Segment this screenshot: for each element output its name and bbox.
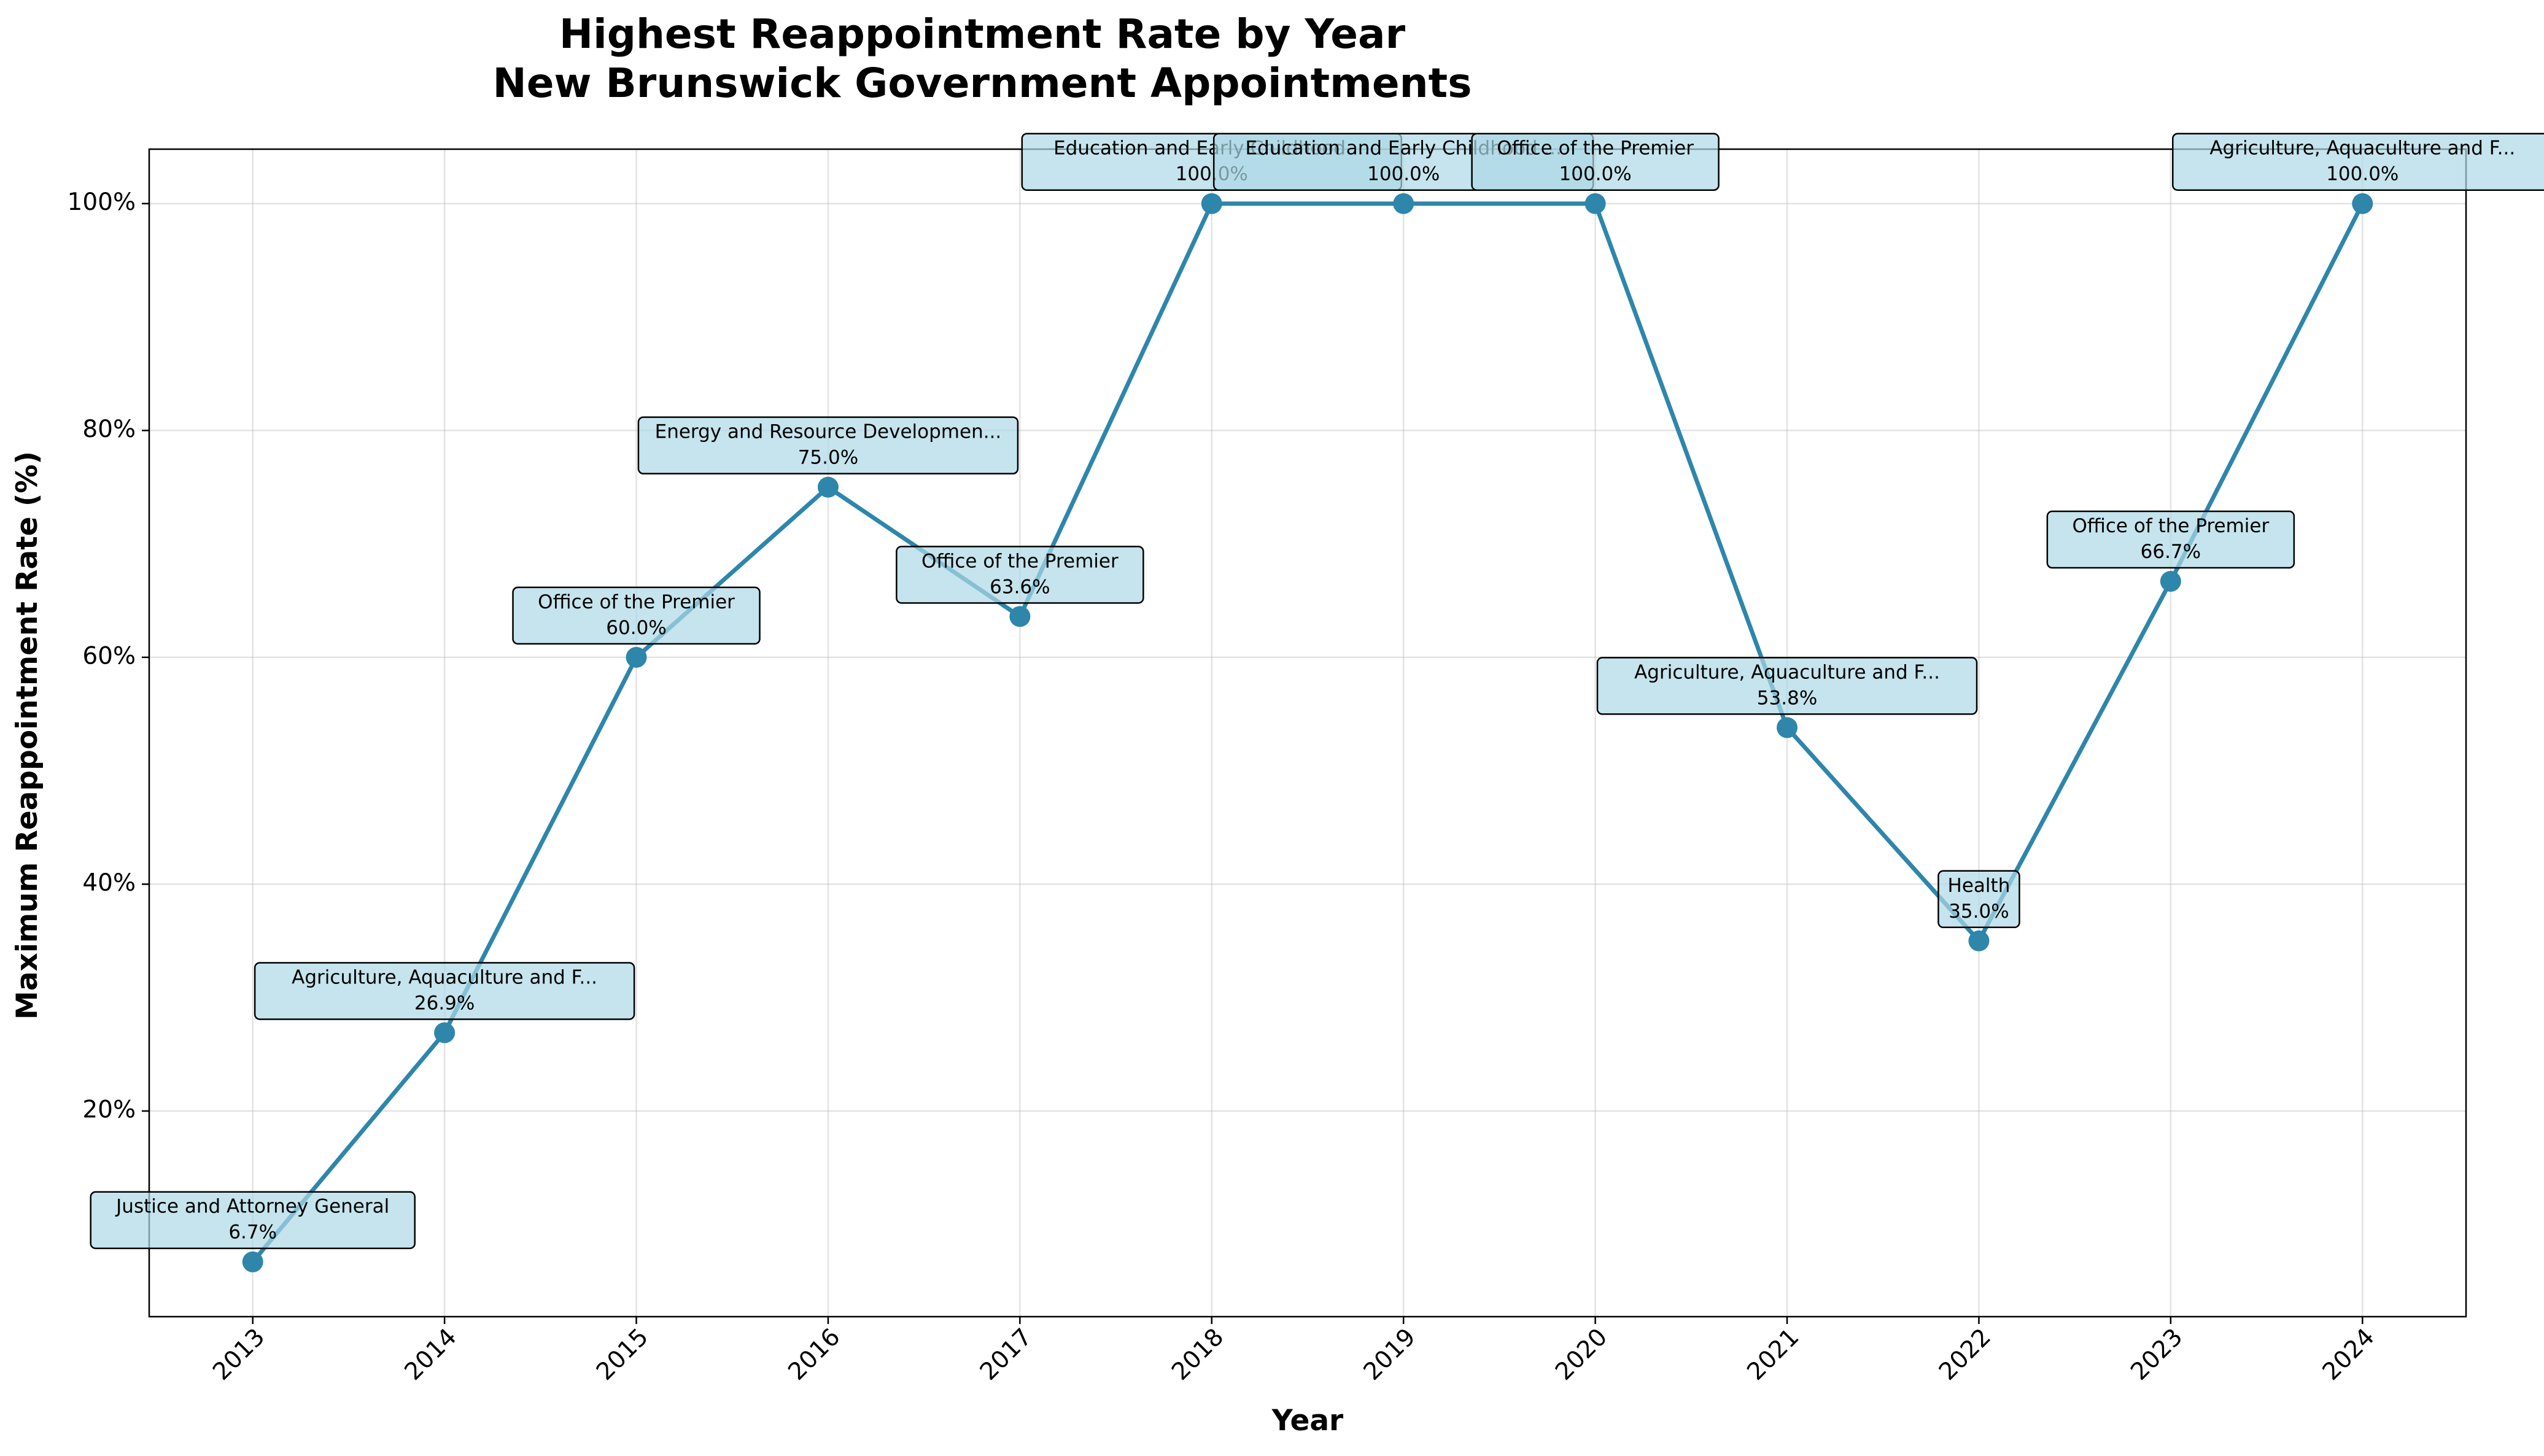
annotation-organization: Agriculture, Aquaculture and F... [292, 966, 597, 988]
data-point [626, 646, 647, 668]
annotation-organization: Agriculture, Aquaculture and F... [1634, 661, 1940, 683]
data-point [1393, 193, 1414, 214]
point-annotation: Office of the Premier 66.7% [2046, 510, 2295, 569]
annotation-value: 26.9% [414, 992, 475, 1014]
data-point [434, 1022, 456, 1044]
y-tick-label: 80% [82, 416, 136, 443]
annotation-box [2046, 510, 2295, 569]
annotation-box [637, 416, 1019, 474]
data-point [1201, 193, 1222, 214]
chart-title-line-2: New Brunswick Government Appointments [493, 60, 1472, 107]
point-annotation: Agriculture, Aquaculture and F... 26.9% [254, 962, 635, 1020]
annotation-box [512, 586, 761, 645]
data-point [2160, 571, 2181, 592]
x-axis-label: Year [1271, 1404, 1344, 1438]
annotation-box [90, 1191, 416, 1249]
annotation-value: 75.0% [798, 447, 858, 469]
annotation-value: 53.8% [1757, 687, 1817, 709]
annotation-value: 60.0% [606, 617, 666, 639]
point-annotation: Office of the Premier 60.0% [512, 586, 761, 645]
annotation-box [896, 546, 1144, 604]
y-tick-label: 60% [82, 642, 136, 670]
data-point [1009, 606, 1031, 627]
annotations: Justice and Attorney General 6.7% Agricult… [90, 133, 2544, 1249]
annotation-value: 100.0% [2326, 163, 2399, 185]
point-annotation: Health 35.0% [1937, 870, 2020, 929]
point-annotation: Office of the Premier 100.0% [1471, 133, 1720, 191]
annotation-organization: Agriculture, Aquaculture and F... [2209, 137, 2515, 160]
annotation-box [1937, 870, 2020, 929]
point-annotation: Energy and Resource Developmen... 75.0% [637, 416, 1019, 474]
annotation-organization: Office of the Premier [538, 591, 735, 613]
annotation-box [1471, 133, 1720, 191]
annotation-box [2172, 133, 2544, 191]
annotation-value: 100.0% [1367, 163, 1440, 185]
point-annotation: Justice and Attorney General 6.7% [90, 1191, 416, 1249]
point-annotation: Agriculture, Aquaculture and F... 53.8% [1596, 657, 1978, 715]
annotation-organization: Health [1948, 875, 2011, 897]
data-point [1777, 717, 1798, 738]
annotation-value: 63.6% [990, 576, 1050, 598]
data-point [817, 476, 839, 498]
annotation-value: 66.7% [2141, 541, 2201, 563]
annotation-organization: Office of the Premier [2073, 515, 2270, 537]
annotation-box [254, 962, 635, 1020]
annotation-organization: Justice and Attorney General [115, 1196, 389, 1218]
annotation-organization: Office of the Premier [1497, 137, 1694, 160]
data-point [242, 1251, 263, 1272]
y-tick-label: 40% [82, 869, 136, 897]
y-tick-label: 20% [82, 1096, 136, 1123]
data-point [1968, 930, 1990, 951]
annotation-value: 35.0% [1949, 900, 2009, 923]
y-tick-label: 100% [68, 188, 136, 216]
annotation-box [1596, 657, 1978, 715]
grid [149, 149, 2466, 1317]
annotation-value: 6.7% [228, 1222, 277, 1244]
annotation-organization: Office of the Premier [921, 550, 1119, 572]
point-annotation: Office of the Premier 63.6% [896, 546, 1144, 604]
y-axis-label: Maximum Reappointment Rate (%) [10, 451, 44, 1020]
point-annotation: Agriculture, Aquaculture and F... 100.0% [2172, 133, 2544, 191]
annotation-value: 100.0% [1559, 163, 1632, 185]
annotation-organization: Energy and Resource Developmen... [655, 421, 1002, 443]
data-point [2352, 193, 2373, 214]
data-point [1584, 193, 1606, 214]
chart-title-line-1: Highest Reappointment Rate by Year [559, 10, 1406, 58]
